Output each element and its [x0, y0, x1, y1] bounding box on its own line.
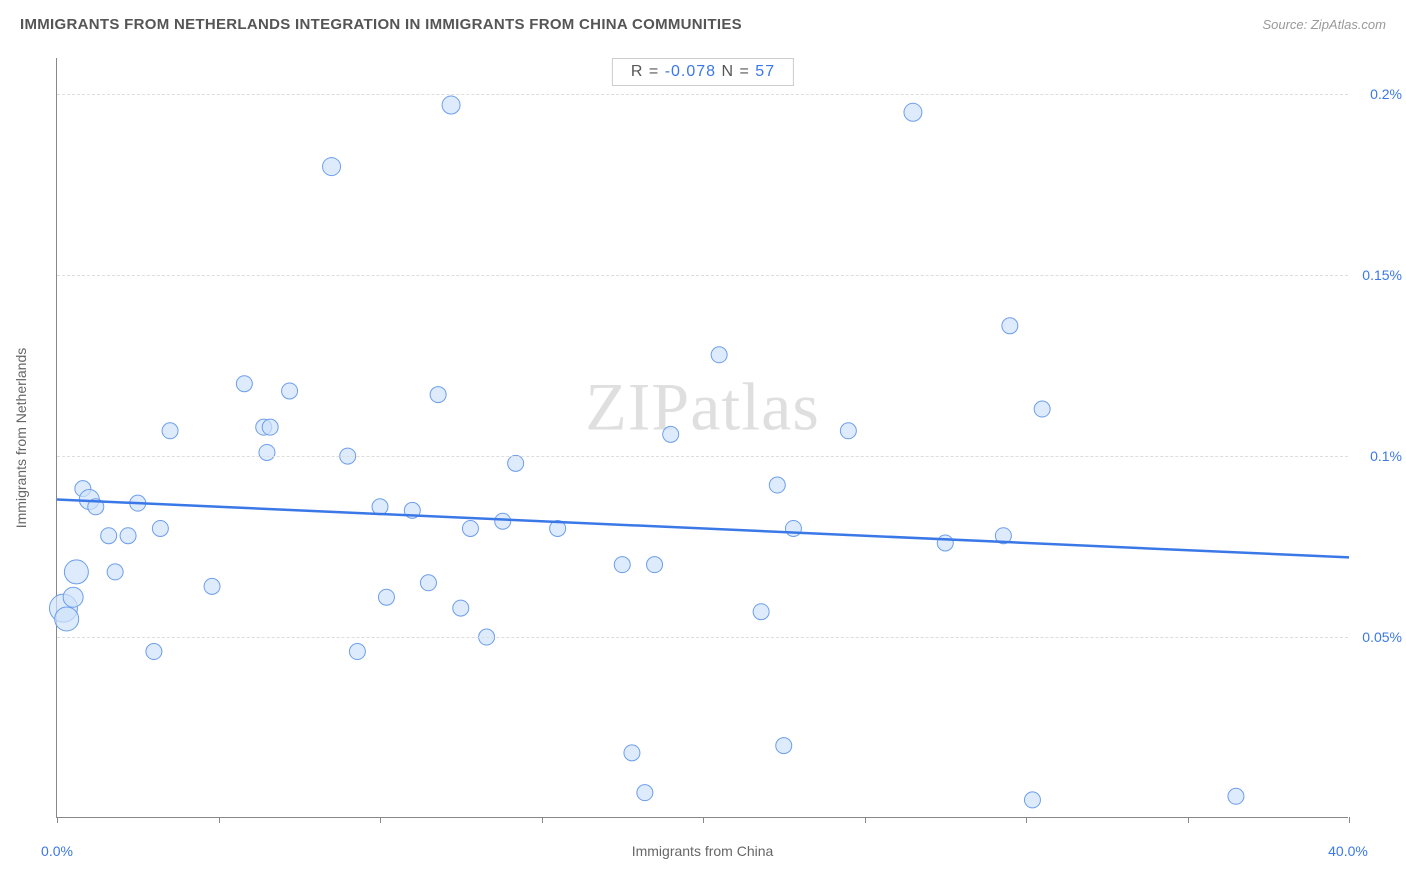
data-point[interactable] [420, 575, 436, 591]
source-link[interactable]: ZipAtlas.com [1311, 17, 1386, 32]
data-point[interactable] [236, 376, 252, 392]
data-point[interactable] [785, 520, 801, 536]
data-point[interactable] [624, 745, 640, 761]
y-axis-label: Immigrants from Netherlands [13, 347, 29, 528]
data-point[interactable] [462, 520, 478, 536]
x-axis-label: Immigrants from China [632, 843, 774, 859]
n-value: 57 [755, 63, 775, 80]
data-point[interactable] [1002, 318, 1018, 334]
data-point[interactable] [840, 423, 856, 439]
data-point[interactable] [146, 644, 162, 660]
data-point[interactable] [259, 444, 275, 460]
data-point[interactable] [55, 607, 79, 631]
data-point[interactable] [63, 587, 83, 607]
y-tick-label: 0.15% [1362, 267, 1402, 283]
plot-area: ZIPatlas Immigrants from Netherlands Imm… [56, 58, 1348, 818]
data-point[interactable] [204, 578, 220, 594]
data-point[interactable] [152, 520, 168, 536]
trend-line [57, 500, 1349, 558]
data-point[interactable] [162, 423, 178, 439]
data-point[interactable] [769, 477, 785, 493]
data-point[interactable] [430, 387, 446, 403]
y-tick-label: 0.1% [1370, 448, 1402, 464]
data-point[interactable] [1034, 401, 1050, 417]
x-tick [380, 817, 381, 823]
gridline-h [57, 275, 1348, 276]
x-tick [1349, 817, 1350, 823]
x-tick [1188, 817, 1189, 823]
stats-box: R = -0.078 N = 57 [612, 58, 794, 86]
source-prefix: Source: [1262, 17, 1310, 32]
data-point[interactable] [262, 419, 278, 435]
data-point[interactable] [1024, 792, 1040, 808]
data-point[interactable] [101, 528, 117, 544]
gridline-h [57, 456, 1348, 457]
data-point[interactable] [1228, 788, 1244, 804]
data-point[interactable] [64, 560, 88, 584]
x-tick [57, 817, 58, 823]
data-point[interactable] [323, 158, 341, 176]
r-value: -0.078 [665, 63, 716, 80]
data-point[interactable] [372, 499, 388, 515]
data-point[interactable] [120, 528, 136, 544]
x-min-label: 0.0% [41, 843, 73, 859]
data-point[interactable] [495, 513, 511, 529]
data-point[interactable] [378, 589, 394, 605]
data-point[interactable] [282, 383, 298, 399]
x-tick [1026, 817, 1027, 823]
scatter-svg [57, 58, 1348, 817]
chart-source: Source: ZipAtlas.com [1262, 17, 1386, 32]
data-point[interactable] [508, 455, 524, 471]
data-point[interactable] [614, 557, 630, 573]
data-point[interactable] [107, 564, 123, 580]
x-tick [703, 817, 704, 823]
data-point[interactable] [776, 738, 792, 754]
data-point[interactable] [453, 600, 469, 616]
x-tick [542, 817, 543, 823]
x-tick [865, 817, 866, 823]
chart-title: IMMIGRANTS FROM NETHERLANDS INTEGRATION … [20, 16, 742, 33]
data-point[interactable] [753, 604, 769, 620]
chart-header: IMMIGRANTS FROM NETHERLANDS INTEGRATION … [20, 16, 1386, 33]
data-point[interactable] [937, 535, 953, 551]
data-point[interactable] [663, 426, 679, 442]
n-label: N = [716, 63, 755, 80]
data-point[interactable] [711, 347, 727, 363]
y-tick-label: 0.05% [1362, 629, 1402, 645]
gridline-h [57, 94, 1348, 95]
data-point[interactable] [904, 103, 922, 121]
gridline-h [57, 637, 1348, 638]
data-point[interactable] [349, 644, 365, 660]
data-point[interactable] [647, 557, 663, 573]
x-tick [219, 817, 220, 823]
data-point[interactable] [442, 96, 460, 114]
r-label: R = [631, 63, 665, 80]
y-tick-label: 0.2% [1370, 86, 1402, 102]
x-max-label: 40.0% [1328, 843, 1368, 859]
data-point[interactable] [637, 785, 653, 801]
